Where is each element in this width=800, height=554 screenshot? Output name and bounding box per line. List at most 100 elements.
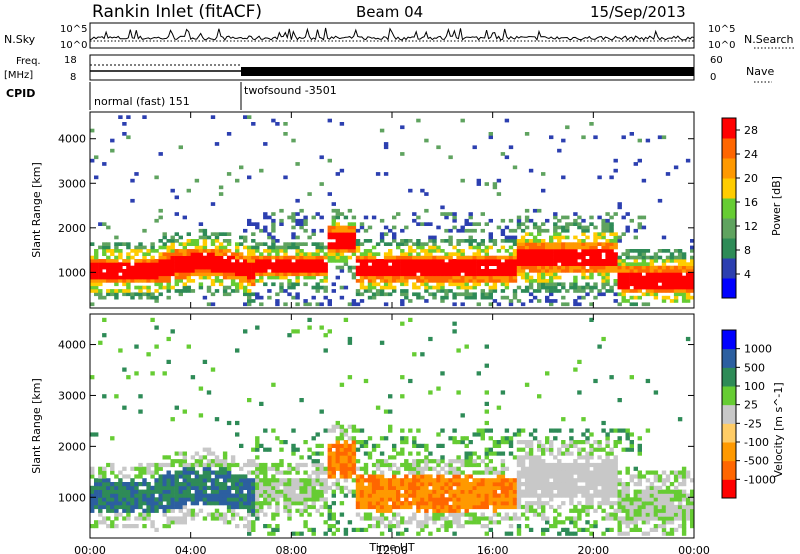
heatmap-cell	[488, 497, 493, 502]
freq-panel: Freq. [MHz] 18 8 60 0 Nave	[4, 54, 774, 83]
heatmap-cell	[416, 531, 421, 536]
heatmap-cell	[585, 451, 590, 456]
heatmap-cell	[621, 497, 626, 502]
heatmap-cell	[400, 262, 405, 266]
heatmap-cell	[524, 249, 530, 253]
heatmap-cell	[653, 512, 659, 517]
heatmap-cell	[327, 527, 332, 532]
heatmap-cell	[456, 466, 461, 471]
heatmap-cell	[424, 478, 429, 483]
heatmap-cell	[508, 504, 514, 510]
heatmap-cell	[476, 493, 481, 498]
heatmap-cell	[468, 455, 473, 460]
heatmap-cell	[287, 504, 292, 510]
heatmap-cell	[561, 493, 566, 498]
heatmap-cell	[528, 482, 534, 487]
heatmap-cell	[565, 259, 570, 263]
heatmap-cell	[484, 245, 489, 250]
heatmap-cell	[355, 302, 361, 307]
heatmap-cell	[239, 255, 244, 260]
heatmap-cell	[190, 516, 196, 521]
heatmap-cell	[637, 493, 642, 498]
heatmap-cell	[311, 259, 316, 263]
heatmap-cell	[480, 436, 485, 441]
heatmap-cell	[452, 428, 457, 433]
heatmap-cell	[206, 485, 212, 490]
heatmap-cell	[645, 516, 651, 521]
heatmap-cell	[186, 466, 191, 471]
heatmap-cell	[424, 501, 429, 506]
heatmap-cell	[392, 262, 397, 266]
heatmap-cell	[416, 459, 421, 464]
heatmap-cell	[545, 295, 550, 300]
heatmap-cell	[106, 485, 111, 490]
heatmap-cell	[468, 275, 473, 280]
heatmap-cell	[214, 497, 220, 502]
heatmap-cell	[339, 466, 345, 471]
heatmap-cell	[182, 516, 187, 521]
heatmap-cell	[609, 478, 614, 483]
heatmap-cell	[243, 524, 248, 529]
heatmap-cell	[456, 470, 461, 475]
heatmap-cell	[247, 272, 252, 277]
heatmap-cell	[593, 252, 598, 256]
y-tick-label: 3000	[58, 177, 86, 190]
heatmap-cell	[134, 371, 139, 376]
heatmap-cell	[440, 516, 445, 521]
heatmap-cell	[355, 245, 361, 250]
heatmap-cell	[182, 482, 187, 487]
heatmap-cell	[190, 279, 196, 283]
heatmap-cell	[476, 249, 481, 253]
heatmap-cell	[468, 520, 473, 525]
heatmap-cell	[661, 262, 667, 266]
heatmap-cell	[307, 192, 312, 196]
heatmap-cell	[532, 462, 538, 468]
heatmap-cell	[275, 255, 280, 260]
heatmap-cell	[388, 285, 393, 290]
heatmap-cell	[247, 249, 252, 253]
heatmap-cell	[275, 239, 280, 243]
heatmap-cell	[625, 501, 630, 506]
heatmap-cell	[194, 259, 200, 263]
heatmap-cell	[416, 285, 421, 290]
heatmap-cell	[661, 135, 667, 140]
heatmap-cell	[267, 249, 272, 253]
heatmap-cell	[645, 493, 651, 498]
heatmap-cell	[158, 269, 163, 273]
heatmap-cell	[436, 474, 441, 479]
heatmap-cell	[408, 299, 413, 303]
heatmap-cell	[645, 292, 651, 297]
heatmap-cell	[516, 524, 522, 529]
heatmap-cell	[110, 485, 115, 490]
heatmap-cell	[335, 225, 340, 230]
heatmap-cell	[508, 524, 514, 529]
heatmap-cell	[625, 493, 630, 498]
heatmap-cell	[537, 239, 542, 243]
heatmap-cell	[94, 285, 99, 290]
heatmap-cell	[468, 228, 473, 233]
heatmap-cell	[645, 289, 651, 293]
heatmap-cell	[464, 497, 469, 502]
heatmap-cell	[456, 279, 461, 283]
heatmap-cell	[404, 482, 409, 487]
heatmap-cell	[363, 215, 369, 220]
heatmap-cell	[122, 279, 127, 283]
x-tick-label: 08:00	[275, 544, 307, 554]
heatmap-cell	[150, 279, 155, 283]
heatmap-cell	[625, 482, 630, 487]
heatmap-cell	[134, 493, 139, 498]
heatmap-cell	[464, 255, 469, 260]
heatmap-cell	[235, 282, 240, 287]
heatmap-cell	[222, 501, 228, 506]
heatmap-cell	[339, 443, 345, 448]
heatmap-cell	[287, 470, 292, 475]
heatmap-cell	[283, 255, 288, 260]
heatmap-cell	[565, 485, 570, 490]
heatmap-cell	[532, 235, 538, 240]
heatmap-cell	[677, 282, 683, 287]
heatmap-cell	[621, 299, 626, 303]
heatmap-cell	[653, 489, 659, 494]
heatmap-cell	[625, 272, 630, 277]
heatmap-cell	[134, 516, 139, 521]
heatmap-cell	[243, 289, 248, 293]
